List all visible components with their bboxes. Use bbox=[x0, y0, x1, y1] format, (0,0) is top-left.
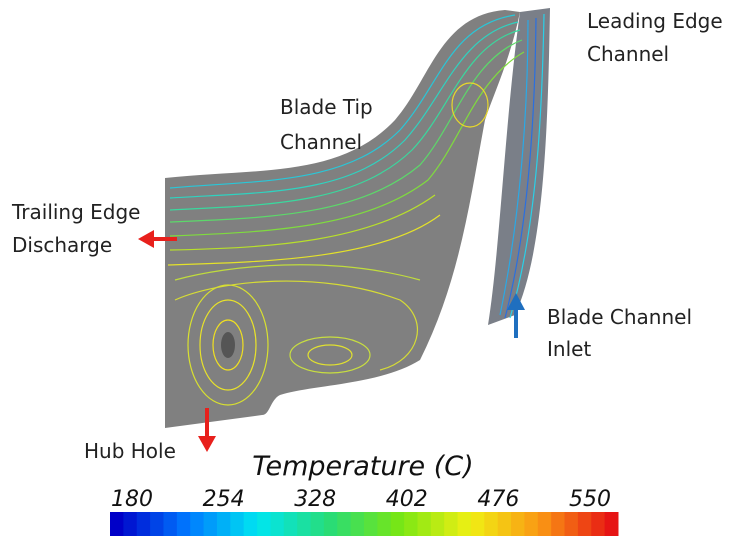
colorbar-segment bbox=[110, 512, 124, 536]
label: Blade Channel bbox=[547, 305, 692, 329]
colorbar-tick-label: 476 bbox=[477, 487, 519, 512]
colorbar-segment bbox=[458, 512, 472, 536]
figure: Leading Edge Channel Blade Tip Channel T… bbox=[0, 0, 736, 536]
label: Channel bbox=[587, 42, 669, 66]
colorbar-segment bbox=[565, 512, 579, 536]
colorbar-segment bbox=[163, 512, 177, 536]
blade-render bbox=[165, 8, 550, 428]
colorbar-segment bbox=[431, 512, 445, 536]
colorbar-segment bbox=[190, 512, 204, 536]
colorbar-segment bbox=[324, 512, 338, 536]
colorbar-segment bbox=[123, 512, 137, 536]
colorbar-segment bbox=[217, 512, 231, 536]
colorbar-segment bbox=[511, 512, 525, 536]
colorbar-segment bbox=[498, 512, 512, 536]
colorbar-segment bbox=[177, 512, 191, 536]
colorbar-segment bbox=[230, 512, 244, 536]
colorbar-segment bbox=[270, 512, 284, 536]
label: Channel bbox=[280, 130, 362, 154]
colorbar-title: Temperature (C) bbox=[252, 451, 473, 482]
colorbar: 180 254 328 402 476 550 bbox=[110, 487, 619, 536]
colorbar-tick-label: 328 bbox=[294, 487, 336, 512]
label: Hub Hole bbox=[84, 439, 176, 463]
colorbar-segment bbox=[284, 512, 298, 536]
colorbar-segment bbox=[578, 512, 592, 536]
colorbar-tick-label: 180 bbox=[111, 487, 153, 512]
colorbar-segment bbox=[377, 512, 391, 536]
colorbar-segment bbox=[551, 512, 565, 536]
colorbar-tick-label: 402 bbox=[386, 487, 428, 512]
colorbar-segment bbox=[538, 512, 552, 536]
colorbar-segment bbox=[484, 512, 498, 536]
colorbar-segment bbox=[444, 512, 458, 536]
colorbar-segment bbox=[150, 512, 164, 536]
colorbar-segment bbox=[391, 512, 405, 536]
label: Inlet bbox=[547, 337, 591, 361]
blade-body bbox=[165, 10, 520, 428]
colorbar-segment bbox=[524, 512, 538, 536]
colorbar-segment bbox=[404, 512, 418, 536]
label: Trailing Edge bbox=[11, 200, 141, 224]
colorbar-segment bbox=[605, 512, 619, 536]
colorbar-segment bbox=[591, 512, 605, 536]
colorbar-segment bbox=[364, 512, 378, 536]
colorbar-segment bbox=[471, 512, 485, 536]
colorbar-segment bbox=[257, 512, 271, 536]
colorbar-segment bbox=[351, 512, 365, 536]
colorbar-segment bbox=[311, 512, 325, 536]
colorbar-segment bbox=[417, 512, 431, 536]
colorbar-segment bbox=[244, 512, 258, 536]
colorbar-segment bbox=[137, 512, 151, 536]
colorbar-tick-label: 550 bbox=[569, 487, 611, 512]
colorbar-segment bbox=[337, 512, 351, 536]
colorbar-tick-label: 254 bbox=[203, 487, 245, 512]
label: Blade Tip bbox=[280, 95, 373, 119]
label: Discharge bbox=[12, 233, 112, 257]
label: Leading Edge bbox=[587, 9, 723, 33]
colorbar-segment bbox=[204, 512, 218, 536]
colorbar-segment bbox=[297, 512, 311, 536]
vortex-core bbox=[221, 332, 235, 358]
